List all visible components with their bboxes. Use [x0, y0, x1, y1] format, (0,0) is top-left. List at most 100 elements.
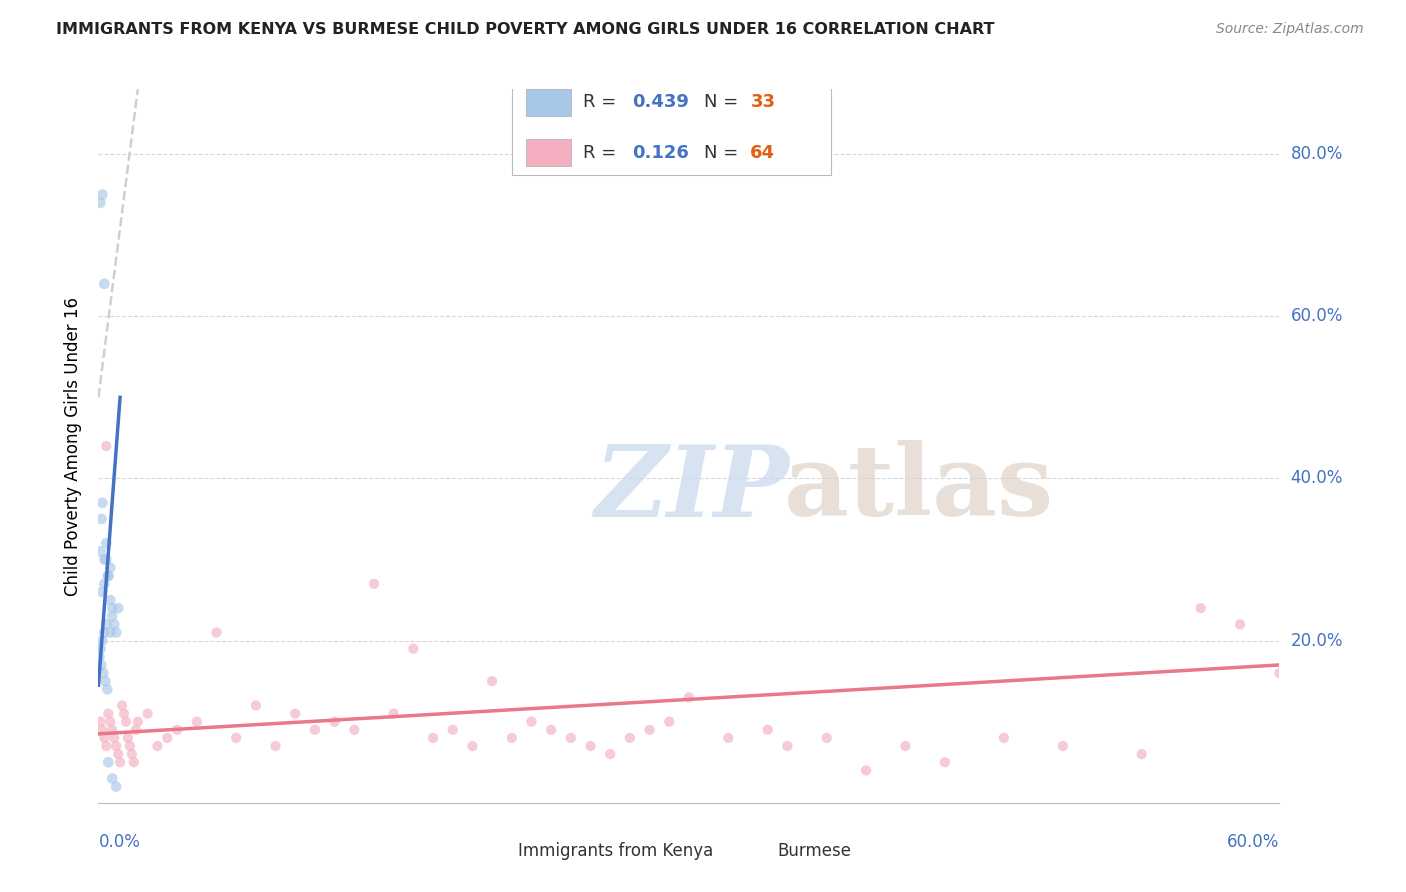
Point — [343, 723, 366, 737]
Point — [560, 731, 582, 745]
Point — [97, 568, 120, 582]
Point — [1229, 617, 1251, 632]
Point — [136, 706, 159, 721]
Point — [96, 739, 118, 753]
Y-axis label: Child Poverty Among Girls Under 16: Child Poverty Among Girls Under 16 — [65, 296, 83, 596]
Point — [97, 756, 120, 770]
Point — [815, 731, 838, 745]
Point — [245, 698, 267, 713]
Point — [579, 739, 602, 753]
Point — [205, 625, 228, 640]
Point — [117, 731, 139, 745]
Point — [125, 723, 148, 737]
Point — [105, 739, 128, 753]
Point — [91, 633, 114, 648]
Point — [894, 739, 917, 753]
Point — [96, 439, 118, 453]
Point — [90, 512, 112, 526]
Point — [422, 731, 444, 745]
Text: R =: R = — [582, 93, 621, 111]
Point — [658, 714, 681, 729]
Point — [121, 747, 143, 761]
Point — [855, 764, 877, 778]
Point — [91, 723, 114, 737]
Point — [717, 731, 740, 745]
Point — [115, 714, 138, 729]
Point — [107, 601, 129, 615]
Point — [107, 747, 129, 761]
Point — [461, 739, 484, 753]
Text: R =: R = — [582, 145, 621, 162]
Text: 0.439: 0.439 — [633, 93, 689, 111]
Text: 64: 64 — [751, 145, 775, 162]
Point — [112, 706, 135, 721]
Point — [599, 747, 621, 761]
Point — [105, 780, 128, 794]
Point — [146, 739, 169, 753]
Point — [98, 625, 121, 640]
Point — [638, 723, 661, 737]
Point — [402, 641, 425, 656]
Point — [91, 585, 114, 599]
Point — [93, 277, 115, 291]
Point — [323, 714, 346, 729]
Point — [122, 756, 145, 770]
Text: N =: N = — [704, 145, 744, 162]
Point — [94, 674, 117, 689]
Point — [101, 772, 124, 786]
Text: Immigrants from Kenya: Immigrants from Kenya — [517, 842, 713, 860]
Text: Burmese: Burmese — [778, 842, 852, 860]
Point — [101, 723, 124, 737]
Point — [89, 641, 111, 656]
Point — [118, 739, 141, 753]
Point — [284, 706, 307, 721]
Text: 33: 33 — [751, 93, 775, 111]
FancyBboxPatch shape — [477, 842, 509, 862]
Point — [127, 714, 149, 729]
Point — [304, 723, 326, 737]
Point — [1130, 747, 1153, 761]
Point — [93, 731, 115, 745]
Point — [89, 649, 111, 664]
Point — [103, 617, 125, 632]
Point — [993, 731, 1015, 745]
Point — [97, 568, 120, 582]
Point — [93, 577, 115, 591]
Point — [97, 706, 120, 721]
FancyBboxPatch shape — [737, 842, 769, 862]
Text: Source: ZipAtlas.com: Source: ZipAtlas.com — [1216, 22, 1364, 37]
Text: N =: N = — [704, 93, 744, 111]
Point — [89, 714, 111, 729]
Point — [96, 552, 118, 566]
FancyBboxPatch shape — [512, 75, 831, 175]
Point — [264, 739, 287, 753]
Point — [91, 187, 114, 202]
Text: 80.0%: 80.0% — [1291, 145, 1343, 163]
Point — [96, 682, 118, 697]
Point — [108, 756, 131, 770]
Point — [101, 609, 124, 624]
Text: 40.0%: 40.0% — [1291, 469, 1343, 487]
Point — [98, 560, 121, 574]
Point — [89, 195, 111, 210]
Text: atlas: atlas — [783, 441, 1053, 537]
Point — [1268, 666, 1291, 681]
Text: 60.0%: 60.0% — [1291, 307, 1343, 326]
FancyBboxPatch shape — [526, 139, 571, 166]
Point — [520, 714, 543, 729]
Point — [103, 731, 125, 745]
Point — [105, 625, 128, 640]
Point — [101, 601, 124, 615]
Point — [93, 666, 115, 681]
Point — [93, 552, 115, 566]
Text: 0.0%: 0.0% — [98, 833, 141, 851]
Text: ZIP: ZIP — [595, 441, 789, 537]
Text: IMMIGRANTS FROM KENYA VS BURMESE CHILD POVERTY AMONG GIRLS UNDER 16 CORRELATION : IMMIGRANTS FROM KENYA VS BURMESE CHILD P… — [56, 22, 994, 37]
Point — [776, 739, 799, 753]
Point — [501, 731, 523, 745]
Text: 60.0%: 60.0% — [1227, 833, 1279, 851]
Text: 20.0%: 20.0% — [1291, 632, 1343, 649]
Point — [90, 657, 112, 672]
Point — [98, 714, 121, 729]
Point — [225, 731, 247, 745]
